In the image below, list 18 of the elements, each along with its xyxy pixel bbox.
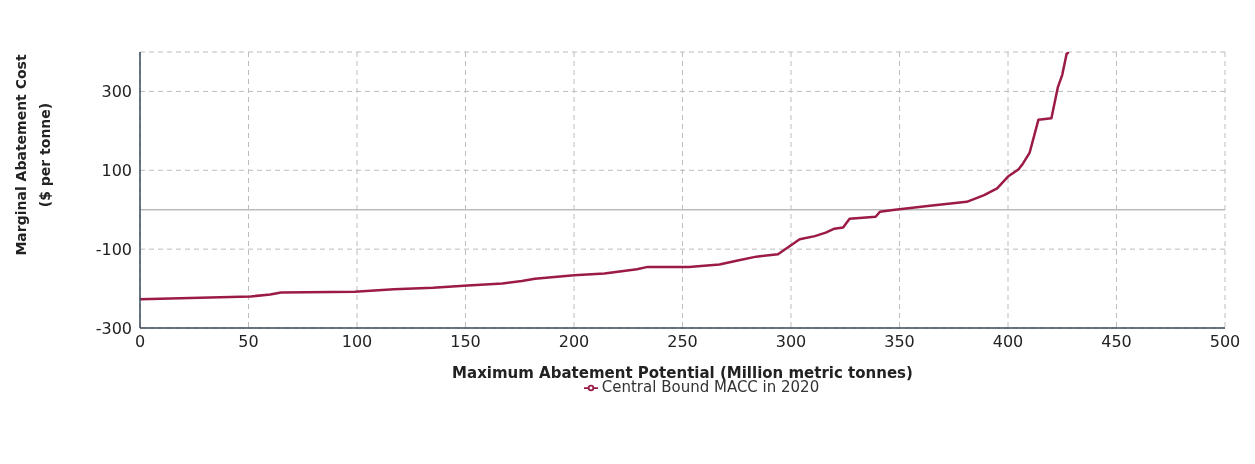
x-tick-label: 250 [667,332,698,352]
x-tick-label: 350 [884,332,915,352]
x-tick-label: 150 [450,332,481,352]
x-tick-label: 0 [134,332,146,352]
x-tick-label: 100 [341,332,373,352]
y-tick-label: 300 [101,82,132,102]
y-tick-label: 100 [101,160,132,180]
x-tick-label: 200 [558,332,590,352]
line-series [140,52,1071,301]
x-tick-label: 500 [1209,332,1241,352]
y-axis-title: Marginal Abatement Cost ($ per tonne) [13,54,53,256]
legend-label: Central Bound MACC in 2020 [601,378,820,396]
x-tick-label: 300 [775,332,807,352]
y-tick-label: -100 [95,239,132,259]
x-tick-label: 50 [238,332,259,352]
x-tick-label: 450 [1101,332,1132,352]
x-tick-label: 400 [992,332,1024,352]
y-tick-label: -300 [95,318,132,338]
